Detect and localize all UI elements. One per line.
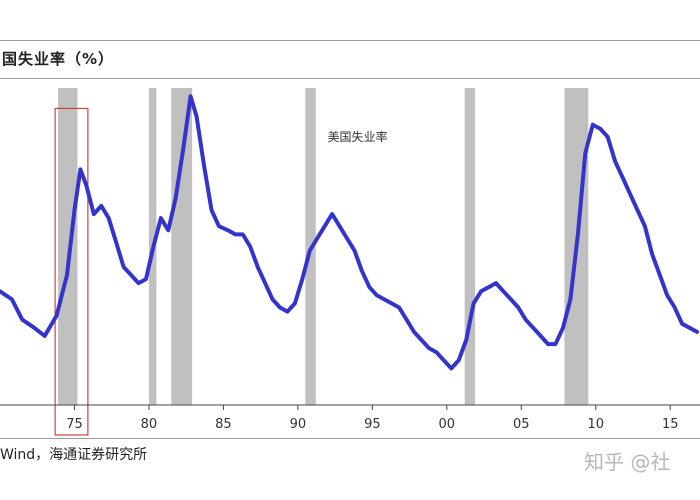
recession-band-0 xyxy=(58,88,78,405)
annotation-0: 美国失业率 xyxy=(327,129,387,144)
series-line-0 xyxy=(0,94,699,371)
chart-title: 国失业率（%） xyxy=(2,50,115,68)
watermark: 知乎 @社 xyxy=(584,450,671,474)
highlight-box xyxy=(54,107,89,436)
source-note: Wind，海通证券研究所 xyxy=(0,447,148,463)
series-group xyxy=(0,94,699,371)
x-tick-label-4: 95 xyxy=(364,417,381,432)
x-tick-label-6: 05 xyxy=(513,417,530,432)
x-tick-label-8: 15 xyxy=(662,417,679,432)
title-rule xyxy=(0,78,700,79)
x-tick-label-5: 00 xyxy=(439,417,456,432)
recession-band-2 xyxy=(171,88,193,405)
axis-rule xyxy=(0,438,700,439)
annotations: 美国失业率 xyxy=(327,129,387,144)
x-tick-label-3: 90 xyxy=(290,417,307,432)
x-tick-label-2: 85 xyxy=(215,417,232,432)
top-rule xyxy=(0,40,700,41)
x-tick-label-7: 10 xyxy=(587,417,604,432)
x-axis: 75 80 85 90 95 00 05 10 15 xyxy=(0,404,700,432)
highlight-rectangle xyxy=(54,107,89,436)
recession-band-4 xyxy=(464,88,476,405)
x-tick-label-1: 80 xyxy=(141,417,158,432)
x-tick-label-0: 75 xyxy=(66,417,83,432)
recession-bands xyxy=(58,88,589,405)
